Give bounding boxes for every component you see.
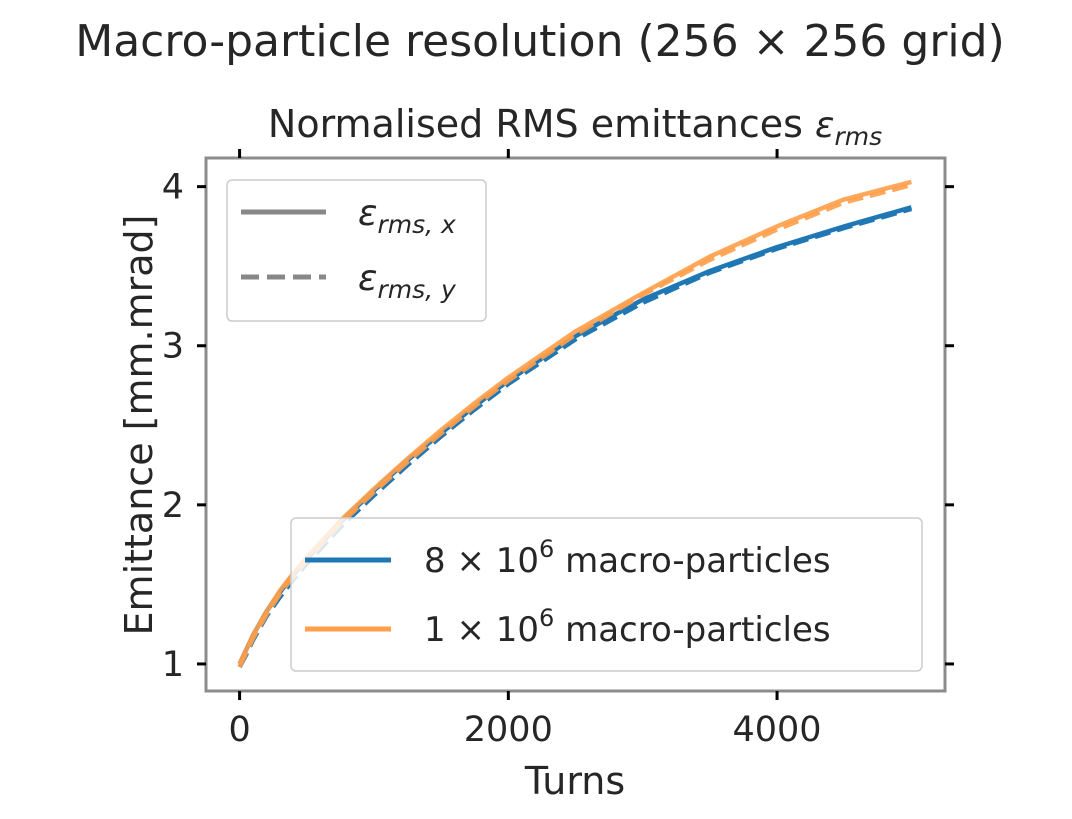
legend-emittance-y-subscript: rms, y <box>377 275 457 304</box>
series-layer <box>237 179 913 669</box>
plot-frame <box>204 156 947 693</box>
linestyle-legend-box <box>226 179 487 322</box>
legend-emittance-x-subscript: rms, x <box>377 210 456 239</box>
x-axis-label: Turns <box>524 759 625 803</box>
legend-1e6-exponent: 6 <box>539 604 554 632</box>
x-tick-label: 4000 <box>733 710 822 750</box>
legend-emittance-y-symbol: ε <box>358 258 377 299</box>
series-line-1e6-y <box>237 182 912 669</box>
chart-title: Normalised RMS emittances εrms <box>268 102 882 151</box>
y-tick-label: 1 <box>162 645 184 685</box>
figure-suptitle: Macro-particle resolution (256 × 256 gri… <box>75 16 1005 67</box>
legend-emittance-x-symbol: ε <box>358 193 377 234</box>
chart-title-subscript: rms <box>834 122 882 151</box>
legend-8e6-suffix: macro-particles <box>554 541 830 581</box>
legend-1e6-suffix: macro-particles <box>554 610 830 650</box>
chart-title-symbol: ε <box>815 105 834 146</box>
y-tick-label: 4 <box>162 168 184 208</box>
legend-emittance-x: εrms, x <box>358 193 456 239</box>
y-tick-label: 3 <box>162 327 184 367</box>
legend-8e6-prefix: 8 × 10 <box>424 541 539 581</box>
chart-title-text: Normalised RMS emittances <box>268 102 815 146</box>
ticks-layer: 0 2000 4000 1 2 3 4 <box>162 149 954 750</box>
legend-series-label-1e6: 1 × 106 macro-particles <box>424 604 831 650</box>
x-tick-label: 0 <box>228 710 250 750</box>
legend-series-label-8e6: 8 × 106 macro-particles <box>424 535 831 581</box>
legend-emittance-y: εrms, y <box>358 258 457 304</box>
series-legend: 8 × 106 macro-particles 1 × 106 macro-pa… <box>290 517 923 672</box>
series-legend-box <box>290 517 923 672</box>
x-tick-label: 2000 <box>464 710 553 750</box>
y-tick-label: 2 <box>162 486 184 526</box>
legend-1e6-prefix: 1 × 10 <box>424 610 539 650</box>
legend-8e6-exponent: 6 <box>539 535 554 563</box>
y-axis-label: Emittance [mm.mrad] <box>117 215 161 636</box>
linestyle-legend: εrms, x εrms, y <box>226 179 487 322</box>
